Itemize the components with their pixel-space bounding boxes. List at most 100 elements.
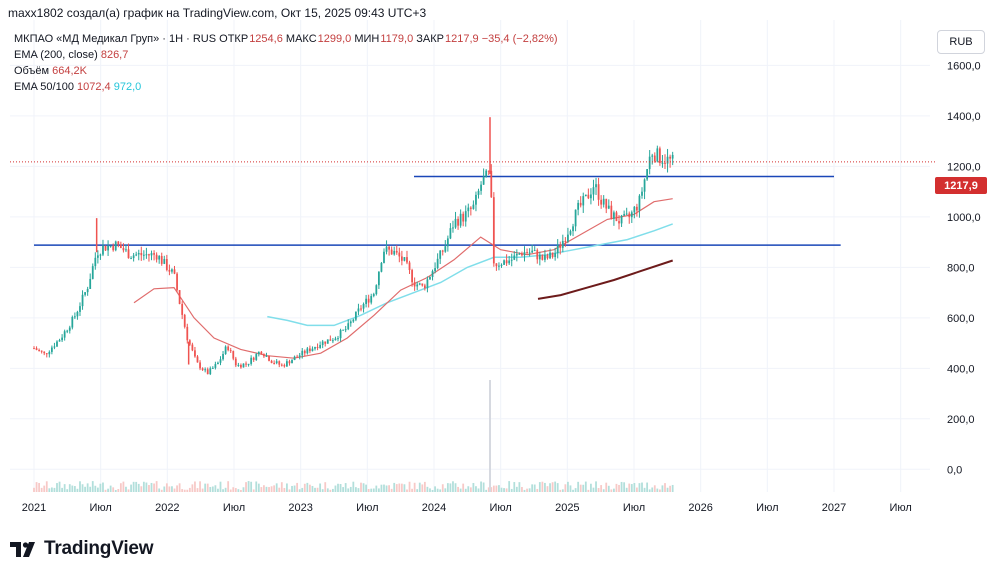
candle-body bbox=[613, 212, 615, 219]
brand-name: TradingView bbox=[44, 538, 154, 559]
candle-body bbox=[671, 154, 674, 159]
candle-body bbox=[633, 206, 636, 213]
candle-body bbox=[607, 205, 610, 209]
x-tick-label: 2024 bbox=[422, 502, 446, 514]
volume-bar bbox=[171, 486, 173, 492]
volume-bar bbox=[178, 483, 181, 492]
ema200-line bbox=[537, 259, 674, 300]
volume-bar bbox=[526, 488, 528, 492]
candle-body bbox=[426, 279, 429, 289]
volume-bar bbox=[623, 482, 626, 492]
candle-body bbox=[620, 215, 623, 224]
candle-body bbox=[360, 308, 362, 310]
candle-body bbox=[206, 369, 209, 375]
legend-high-label: МАКС bbox=[285, 33, 317, 45]
volume-bar bbox=[334, 485, 337, 492]
legend-volume-row[interactable]: Объём 664,2K bbox=[14, 63, 558, 79]
candle-body bbox=[199, 362, 201, 369]
volume-bar bbox=[240, 489, 242, 492]
volume-bar bbox=[403, 484, 406, 492]
volume-bar bbox=[160, 489, 163, 492]
candle-body bbox=[50, 347, 53, 352]
volume-bar bbox=[275, 483, 278, 492]
volume-bar bbox=[595, 481, 597, 492]
tradingview-logo[interactable]: TradingView bbox=[10, 538, 154, 560]
candle-body bbox=[89, 278, 92, 289]
candle-body bbox=[475, 194, 477, 205]
volume-bar bbox=[600, 485, 603, 492]
volume-bar bbox=[582, 484, 585, 492]
candle-body bbox=[584, 194, 587, 197]
last-price-tag: 1217,9 bbox=[935, 177, 987, 194]
volume-bar bbox=[377, 488, 380, 492]
candle-body bbox=[408, 262, 411, 271]
candle-body bbox=[260, 351, 263, 355]
volume-bar bbox=[130, 484, 132, 492]
y-tick-label: 1000,0 bbox=[947, 212, 981, 224]
volume-bar bbox=[56, 483, 58, 492]
volume-bar bbox=[610, 489, 613, 492]
candle-body bbox=[595, 184, 597, 188]
candle-body bbox=[176, 273, 178, 291]
candle-body bbox=[252, 357, 255, 360]
volume-bar bbox=[541, 481, 544, 492]
candle-body bbox=[142, 254, 145, 256]
legend-ema50100-row[interactable]: EMA 50/100 1072,4 972,0 bbox=[14, 79, 558, 95]
legend-ema200-row[interactable]: EMA (200, close) 826,7 bbox=[14, 47, 558, 63]
volume-bar bbox=[229, 489, 232, 492]
x-tick-label: 2026 bbox=[688, 502, 712, 514]
volume-bar bbox=[490, 487, 493, 492]
candle-body bbox=[339, 330, 342, 339]
candle-body bbox=[618, 221, 620, 224]
candle-body bbox=[309, 348, 311, 352]
volume-bar bbox=[429, 488, 431, 492]
volume-bar bbox=[395, 484, 398, 492]
candle-body bbox=[372, 294, 375, 297]
volume-bar bbox=[671, 484, 674, 492]
volume-bar bbox=[232, 487, 235, 492]
candle-body bbox=[569, 231, 572, 235]
volume-bar bbox=[114, 489, 117, 492]
volume-bar bbox=[222, 489, 224, 492]
volume-bar bbox=[188, 487, 191, 492]
candle-body bbox=[498, 265, 500, 267]
candle-body bbox=[354, 311, 357, 320]
volume-bar bbox=[449, 483, 452, 492]
legend-low-value: 1179,0 bbox=[380, 33, 414, 45]
candle-body bbox=[395, 250, 398, 253]
volume-bar bbox=[127, 489, 130, 492]
candle-body bbox=[316, 347, 319, 349]
legend-volume-value: 664,2K bbox=[52, 65, 87, 77]
candle-body bbox=[194, 350, 196, 357]
candle-body bbox=[538, 254, 541, 260]
candle-body bbox=[234, 358, 237, 366]
candle-body bbox=[183, 314, 186, 327]
volume-bar bbox=[163, 486, 166, 492]
candle-body bbox=[273, 362, 276, 364]
volume-bar bbox=[94, 485, 97, 492]
volume-bar bbox=[38, 482, 41, 492]
currency-button[interactable]: RUB bbox=[937, 30, 985, 54]
candle-body bbox=[217, 362, 219, 365]
volume-bar bbox=[339, 484, 342, 492]
candle-body bbox=[173, 269, 176, 274]
candle-body bbox=[319, 345, 322, 348]
candle-body bbox=[99, 254, 102, 256]
volume-bar bbox=[469, 487, 472, 492]
candle-body bbox=[459, 213, 462, 226]
candle-body bbox=[400, 256, 403, 261]
volume-bar bbox=[505, 488, 508, 492]
volume-bar bbox=[199, 481, 201, 492]
candle-body bbox=[268, 355, 270, 361]
candle-body bbox=[306, 348, 309, 354]
volume-bar bbox=[590, 483, 592, 492]
volume-bar bbox=[270, 486, 273, 492]
candle-body bbox=[628, 213, 631, 218]
candle-body bbox=[311, 348, 314, 352]
price-chart[interactable]: 1600,0 1400,0 1200,0 1000,0 800,0 600,0 400,0 2… bbox=[0, 0, 1000, 530]
candle-body bbox=[181, 303, 184, 315]
legend-symbol[interactable]: МКПАО «МД Медикал Груп» · 1Н · RUS bbox=[14, 33, 217, 45]
volume-bar bbox=[666, 487, 669, 492]
volume-bar bbox=[482, 482, 485, 492]
candle-body bbox=[526, 252, 528, 254]
